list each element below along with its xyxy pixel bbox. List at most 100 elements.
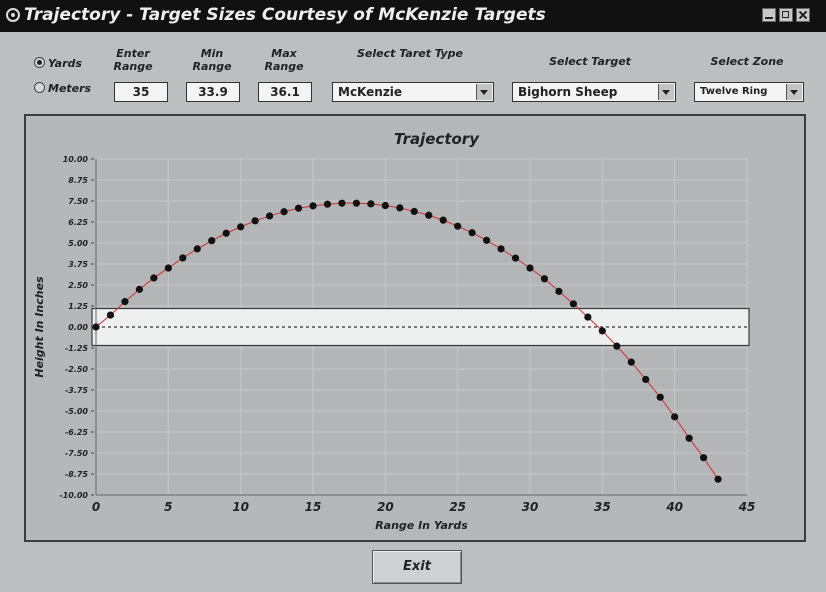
x-tick-label: 40 <box>665 500 683 514</box>
trajectory-point <box>540 275 549 283</box>
meters-label: Meters <box>48 82 92 95</box>
exit-button[interactable]: Exit <box>372 550 462 584</box>
trajectory-point <box>164 264 172 272</box>
trajectory-point <box>92 323 100 331</box>
max-range-field: 36.1 <box>258 82 312 102</box>
zone-label: Select Zone <box>710 55 784 68</box>
meters-radio[interactable]: Meters <box>34 82 91 95</box>
chevron-down-icon[interactable] <box>658 84 674 100</box>
target-value: Bighorn Sheep <box>518 85 618 99</box>
yards-label: Yards <box>48 57 82 70</box>
y-tick-label: -5.00 <box>65 407 88 416</box>
yards-radio[interactable]: Yards <box>34 57 82 70</box>
x-tick-label: 5 <box>164 500 172 514</box>
y-tick-label: -1.25 <box>65 344 88 353</box>
y-tick-label: 10.00 <box>63 155 89 164</box>
zone-select[interactable]: Twelve Ring <box>694 82 804 102</box>
x-tick-label: 35 <box>594 500 611 514</box>
trajectory-point <box>222 229 230 237</box>
min-range-field: 33.9 <box>186 82 240 102</box>
radio-selected-icon <box>34 57 45 68</box>
trajectory-point <box>613 342 621 350</box>
y-tick-label: 7.50 <box>68 197 88 206</box>
y-tick-label: 5.00 <box>68 239 88 248</box>
trajectory-point <box>338 199 346 207</box>
target-label: Select Target <box>549 55 631 68</box>
trajectory-point <box>280 208 288 216</box>
trajectory-point <box>294 204 303 212</box>
title-bar: Trajectory - Target Sizes Courtesy of Mc… <box>0 0 826 32</box>
y-tick-label: 0.00 <box>68 323 88 332</box>
trajectory-point <box>135 285 143 293</box>
trajectory-point <box>642 375 650 384</box>
x-tick-label: 10 <box>232 500 249 514</box>
target-type-label: Select Taret Type <box>356 47 463 60</box>
x-tick-label: 25 <box>449 500 466 514</box>
target-select[interactable]: Bighorn Sheep <box>512 82 676 102</box>
y-axis-label: Height In Inches <box>33 276 46 378</box>
y-tick-label: -8.75 <box>65 470 88 479</box>
trajectory-point <box>569 300 578 308</box>
y-tick-label: 3.75 <box>68 260 88 269</box>
y-tick-label: -2.50 <box>65 365 88 374</box>
chart-title: Trajectory <box>394 130 480 148</box>
y-tick-label: -7.50 <box>65 449 88 458</box>
trajectory-point <box>454 222 462 230</box>
chevron-down-icon[interactable] <box>476 84 492 100</box>
trajectory-point <box>685 434 693 442</box>
chevron-down-icon[interactable] <box>786 84 802 100</box>
trajectory-point <box>352 199 360 207</box>
trajectory-point <box>700 454 708 462</box>
enter-range-label: Enter Range <box>113 47 153 73</box>
trajectory-point <box>497 245 505 253</box>
min-range-label: Min Range <box>192 47 232 73</box>
trajectory-point <box>483 236 491 244</box>
trajectory-point <box>106 311 115 319</box>
trajectory-point <box>150 274 158 282</box>
trajectory-point <box>381 201 389 210</box>
trajectory-chart-panel: 10.00 8.75 7.50 6.25 5.00 3.75 2.50 1.25 0.00 -1.… <box>24 114 806 542</box>
enter-range-input[interactable]: 35 <box>114 82 168 102</box>
y-tick-label: -3.75 <box>65 386 88 395</box>
x-tick-label: 15 <box>305 500 322 514</box>
y-tick-label: 8.75 <box>68 176 88 185</box>
trajectory-point <box>179 254 187 262</box>
y-tick-label: 1.25 <box>68 302 88 311</box>
radio-unselected-icon <box>34 82 45 93</box>
trajectory-point <box>251 217 259 225</box>
x-tick-label: 20 <box>377 500 394 514</box>
window-menu-icon[interactable] <box>6 8 20 22</box>
target-type-select[interactable]: McKenzie <box>332 82 494 102</box>
target-type-value: McKenzie <box>338 85 403 99</box>
trajectory-point <box>714 475 722 483</box>
trajectory-point <box>598 327 606 335</box>
trajectory-point <box>511 254 520 262</box>
trajectory-point <box>193 245 201 253</box>
y-tick-label: -6.25 <box>65 428 88 437</box>
trajectory-point <box>584 313 592 321</box>
trajectory-point <box>323 200 332 208</box>
trajectory-point <box>526 264 534 272</box>
trajectory-point <box>121 298 129 306</box>
y-tick-label: -10.00 <box>59 491 88 500</box>
trajectory-point <box>468 229 476 237</box>
trajectory-point <box>671 413 679 421</box>
trajectory-point <box>309 202 317 210</box>
close-button[interactable] <box>796 8 810 22</box>
window-title: Trajectory - Target Sizes Courtesy of Mc… <box>24 5 546 25</box>
trajectory-point <box>266 212 274 220</box>
x-tick-label: 0 <box>92 500 100 514</box>
y-tick-label: 6.25 <box>68 218 88 227</box>
trajectory-point <box>425 211 433 219</box>
trajectory-point <box>208 237 216 245</box>
trajectory-point <box>237 223 245 231</box>
trajectory-point <box>656 393 664 401</box>
zone-value: Twelve Ring <box>700 86 768 97</box>
minimize-button[interactable] <box>762 8 776 22</box>
trajectory-point <box>410 207 418 216</box>
trajectory-point <box>439 216 447 224</box>
x-axis-label: Range In Yards <box>375 519 468 532</box>
maximize-button[interactable] <box>779 8 793 22</box>
trajectory-point <box>367 200 375 208</box>
